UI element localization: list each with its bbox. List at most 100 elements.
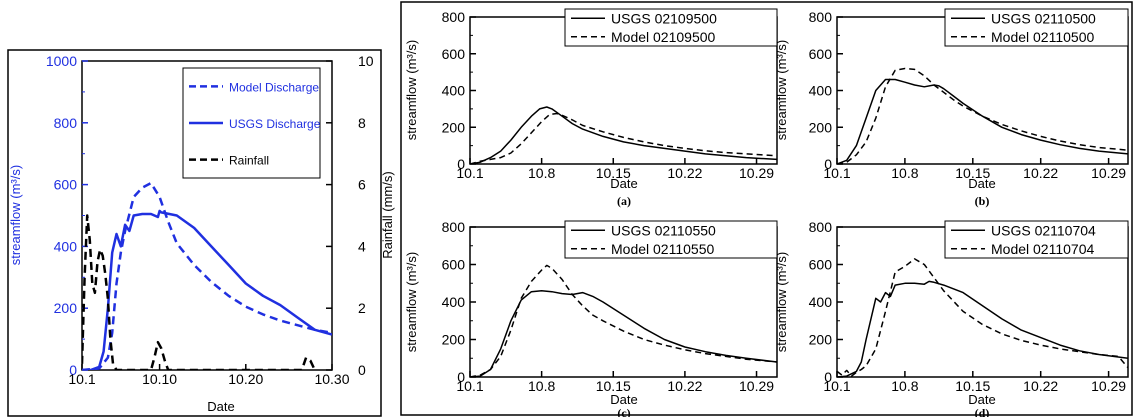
legend-label: USGS 02110550: [611, 222, 716, 238]
x-axis-label: Date: [610, 392, 637, 407]
y2-tick-label: 0: [358, 362, 366, 378]
x-tick-label: 10.8: [891, 165, 918, 181]
x-tick-label: 10.8: [528, 378, 555, 394]
x-tick-label: 10.29: [739, 378, 774, 394]
x-tick-label: 10.15: [596, 165, 631, 181]
legend-label: USGS 02109500: [611, 10, 717, 26]
legend-label: Model 02109500: [611, 29, 716, 45]
panel-caption: (b): [975, 194, 990, 208]
y-tick-label: 600: [442, 46, 466, 62]
x-tick-label: 10.8: [528, 165, 555, 181]
usgs-discharge-line: [82, 209, 332, 370]
x-tick-label: 10.30: [314, 371, 349, 387]
usgs-02110550-line: [470, 290, 777, 377]
y-tick-label: 800: [54, 115, 78, 131]
x-tick-label: 10.29: [1091, 378, 1126, 394]
x-axis-label: Date: [610, 176, 637, 191]
y-tick-label: 1000: [46, 53, 77, 69]
model-02110550-line: [470, 264, 777, 377]
panel-caption: (d): [975, 406, 990, 417]
x-tick-label: 10.22: [667, 378, 702, 394]
x-tick-label: 10.15: [955, 378, 990, 394]
y-tick-label: 800: [809, 9, 833, 25]
legend-label: USGS Discharge: [229, 117, 321, 131]
model-02109500-line: [470, 112, 777, 164]
panel-caption: (a): [617, 194, 631, 208]
x-tick-label: 10.8: [891, 378, 918, 394]
y-tick-label: 200: [442, 332, 466, 348]
y-tick-label: 0: [457, 369, 465, 385]
legend-box: [944, 220, 1129, 259]
y-tick-label: 0: [69, 362, 77, 378]
x-tick-label: 10.22: [1023, 378, 1058, 394]
chart-3: 0 200 400 600 800 10.1 10.8 10.15 10.22 10.29 Date…: [774, 8, 1129, 208]
y-tick-label: 800: [442, 9, 466, 25]
y-tick-label: 600: [809, 257, 833, 273]
legend-label: Model 02110704: [991, 241, 1094, 257]
y-tick-label: 400: [54, 238, 78, 254]
rainfall-line: [82, 214, 316, 370]
y-tick-label: 400: [442, 294, 466, 310]
model-02110500-line: [837, 67, 1128, 164]
y-tick-label: 400: [809, 83, 833, 99]
right-panel-border: [400, 1, 1133, 416]
chart-2: 0 200 400 600 800 10.1 10.8 10.15 10.22 10.29 Date…: [404, 8, 778, 208]
y-tick-label: 400: [809, 294, 833, 310]
x-axis-label: Date: [968, 176, 995, 191]
model-02110704-line: [837, 258, 1128, 377]
y2-axis-label: Rainfall (mm/s): [380, 171, 395, 258]
legend-box: [564, 220, 778, 259]
y2-tick-label: 2: [358, 300, 366, 316]
x-tick-label: 10.10: [142, 371, 177, 387]
chart-1: 0 200 400 600 800 1000 0 2 4 6 8 10 10.1 10.10 10.20 10…: [8, 53, 395, 414]
y-tick-label: 600: [442, 257, 466, 273]
panel-caption: (c): [617, 406, 630, 417]
legend-label: Model 02110550: [611, 241, 714, 257]
y2-tick-label: 8: [358, 115, 366, 131]
x-tick-label: 10.29: [739, 165, 774, 181]
x-tick-label: 10.1: [456, 165, 483, 181]
y-axis-label: streamflow (m³/s): [774, 40, 789, 140]
y-tick-label: 200: [54, 300, 78, 316]
usgs-02109500-line: [470, 106, 777, 164]
y-tick-label: 200: [442, 119, 466, 135]
y-tick-label: 800: [809, 219, 833, 235]
usgs-02110500-line: [837, 78, 1128, 164]
x-tick-label: 10.22: [1023, 165, 1058, 181]
left-panel-border: [7, 49, 382, 417]
x-tick-label: 10.29: [1091, 165, 1126, 181]
usgs-02110704-line: [837, 280, 1128, 377]
y-axis-label: streamflow (m³/s): [774, 252, 789, 352]
y-tick-label: 400: [442, 83, 466, 99]
y-axis-label: streamflow (m³/s): [404, 40, 419, 140]
chart-4: 0 200 400 600 800 10.1 10.8 10.15 10.22 10.29 Date…: [404, 219, 778, 417]
y-tick-label: 800: [442, 219, 466, 235]
y-tick-label: 0: [824, 369, 832, 385]
x-tick-label: 10.15: [955, 165, 990, 181]
y-tick-label: 600: [809, 46, 833, 62]
y-tick-label: 0: [824, 156, 832, 172]
x-tick-label: 10.1: [68, 371, 95, 387]
x-tick-label: 10.20: [228, 371, 263, 387]
chart-5: 0 200 400 600 800 10.1 10.8 10.15 10.22 10.29 Date…: [774, 219, 1129, 417]
x-tick-label: 10.1: [823, 378, 850, 394]
y-tick-label: 200: [809, 332, 833, 348]
legend-box: [564, 8, 778, 47]
model-discharge-line: [82, 181, 332, 370]
y2-tick-label: 6: [358, 177, 366, 193]
x-tick-label: 10.22: [667, 165, 702, 181]
legend-label: Rainfall: [229, 154, 269, 168]
legend-label: Model 02110500: [991, 29, 1094, 45]
x-axis-label: Date: [968, 392, 995, 407]
legend-label: USGS 02110704: [991, 222, 1096, 238]
y-tick-label: 0: [457, 156, 465, 172]
x-tick-label: 10.1: [456, 378, 483, 394]
y-tick-label: 200: [809, 119, 833, 135]
legend-box: [944, 8, 1129, 47]
x-axis-label: Date: [207, 399, 234, 414]
legend-label: USGS 02110500: [991, 10, 1096, 26]
y-axis-label: streamflow (m³/s): [8, 165, 23, 265]
y-tick-label: 600: [54, 177, 78, 193]
y2-tick-label: 10: [358, 53, 374, 69]
